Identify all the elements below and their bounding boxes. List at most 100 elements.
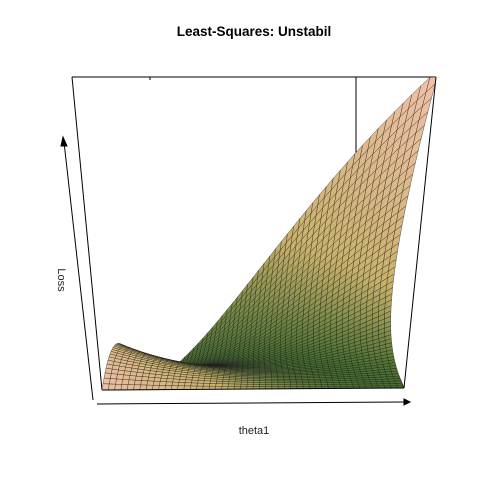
surface-facet: [277, 374, 284, 377]
surface-facet: [381, 378, 390, 382]
surface-facet: [128, 375, 137, 381]
surface-facet: [240, 381, 248, 385]
surface-facet: [375, 379, 383, 382]
surface-facet: [333, 382, 341, 385]
surface-facet: [141, 376, 149, 382]
surface-facet: [283, 380, 291, 383]
surface-facet: [253, 384, 260, 387]
surface-facet: [320, 380, 328, 383]
surface-facet: [171, 381, 180, 386]
box-edge-front-bottom: [101, 387, 405, 391]
surface-facet: [395, 383, 404, 386]
surface-facet: [247, 382, 254, 385]
surface-facet: [127, 379, 136, 385]
surface-facet: [265, 384, 273, 387]
surface-facet: [363, 381, 372, 385]
surface-facet: [296, 382, 304, 385]
surface-facet: [135, 372, 144, 377]
surface-facet: [215, 381, 224, 384]
surface-facet: [271, 373, 278, 376]
axis-arrows: [60, 135, 412, 406]
surface-facet: [146, 380, 155, 386]
surface-facet: [259, 380, 266, 383]
surface-facet: [307, 377, 315, 380]
surface-facet: [351, 382, 359, 385]
surface-facet: [108, 383, 116, 391]
surface-facet: [159, 377, 168, 382]
surface-facet: [165, 381, 173, 386]
surface-facet: [172, 378, 180, 383]
surface-facet: [339, 382, 347, 385]
surface-facet: [190, 382, 198, 387]
z-axis-label: Loss: [55, 268, 67, 292]
surface-facet: [222, 379, 230, 382]
surface-facet: [355, 375, 363, 379]
surface-facet: [314, 382, 322, 385]
surface-facet: [241, 380, 248, 383]
surface-facet: [271, 382, 279, 385]
surface-facet: [325, 377, 333, 380]
surface-facet: [277, 382, 285, 385]
surface-facet: [290, 380, 297, 384]
surface-facet: [326, 382, 335, 385]
surface-facet: [321, 384, 329, 387]
surface-facet: [325, 378, 334, 382]
surface-facet: [152, 381, 161, 386]
surface-facet: [191, 379, 199, 384]
chart-title: Least-Squares: Unstabil: [177, 24, 332, 39]
surface-facet: [327, 384, 335, 387]
surface-facet: [368, 377, 376, 380]
surface-facet: [114, 384, 123, 391]
surface-facet: [177, 385, 185, 390]
surface-facet: [133, 384, 141, 390]
surface-facet: [352, 384, 360, 387]
surface-facet: [139, 384, 148, 390]
surface-facet: [271, 384, 279, 387]
surface-facet: [295, 379, 303, 382]
box-edge-front-right: [403, 76, 437, 389]
surface-facet: [302, 384, 310, 387]
surface-facet: [166, 375, 175, 380]
x-axis-arrowhead: [403, 398, 412, 406]
surface-facet: [283, 377, 291, 380]
box-edge-back-left: [71, 76, 103, 391]
surface-facet: [103, 372, 112, 379]
surface-facet: [140, 380, 149, 386]
surface-facet: [178, 379, 187, 383]
surface-facet: [253, 382, 260, 385]
surface-facet: [387, 378, 396, 382]
surface-facet: [302, 382, 310, 385]
x-axis-arrow-line: [96, 401, 405, 405]
surface-facet: [102, 377, 111, 385]
surface-facet: [308, 382, 316, 385]
surface-facet: [382, 381, 390, 384]
surface-facet: [115, 378, 124, 385]
surface-facet: [170, 385, 179, 390]
surface-facet: [295, 377, 303, 380]
surface-facet: [184, 382, 192, 387]
surface-facet: [265, 380, 273, 383]
surface-facet: [126, 384, 135, 390]
surface-facet: [227, 383, 235, 387]
surface-facet: [145, 384, 154, 390]
surface-facet: [394, 380, 403, 384]
surface-facet: [134, 380, 142, 386]
surface-facet: [121, 379, 130, 385]
box-front-edges: [101, 76, 437, 391]
surface-facet: [320, 382, 328, 385]
surface-facet: [117, 369, 125, 376]
surface-facet: [259, 378, 266, 381]
surface-facet: [358, 383, 366, 387]
surface-facet: [301, 379, 309, 382]
surface-facet: [345, 382, 353, 385]
surface-facet: [362, 377, 370, 381]
surface-facet: [259, 382, 266, 385]
surface-facet: [247, 378, 254, 381]
surface-facet: [302, 380, 310, 384]
surface-facet: [283, 379, 291, 382]
surface-facet: [344, 380, 353, 383]
surface-facet: [383, 383, 391, 387]
surface-facet: [166, 378, 174, 383]
surface-facet: [376, 381, 384, 385]
surface-facet: [339, 384, 348, 387]
